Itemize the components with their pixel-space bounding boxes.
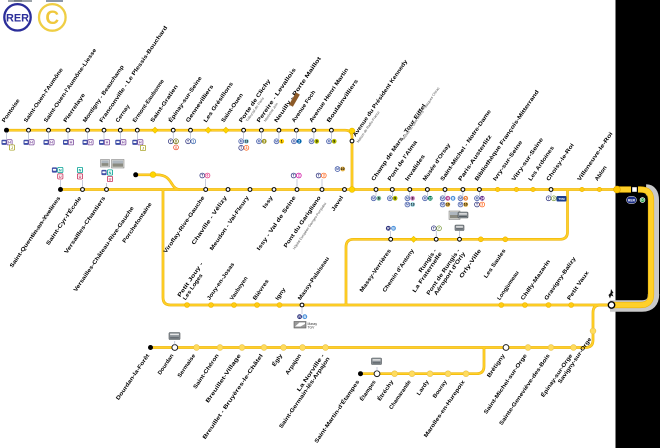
svg-text:M: M [459,197,462,201]
svg-text:M: M [424,197,427,201]
svg-text:13: 13 [245,140,249,144]
svg-text:R: R [298,315,301,319]
svg-text:M: M [476,197,479,201]
svg-text:M: M [310,140,313,144]
svg-text:M: M [293,140,296,144]
svg-text:T: T [433,227,436,231]
svg-text:9: 9 [333,140,335,144]
svg-text:RER: RER [628,199,636,203]
svg-text:5: 5 [465,197,467,201]
svg-text:11: 11 [174,146,177,150]
svg-text:M: M [459,203,462,207]
svg-text:H: H [8,141,11,145]
svg-text:B: B [452,197,455,201]
svg-text:T: T [548,197,551,201]
svg-text:9: 9 [394,197,396,201]
svg-text:8: 8 [175,140,177,144]
svg-text:H: H [139,141,142,145]
svg-text:N: N [79,168,82,172]
svg-text:J: J [11,146,13,150]
svg-text:H: H [89,141,92,145]
svg-text:M: M [258,140,261,144]
svg-text:1: 1 [192,140,194,144]
svg-text:12: 12 [428,197,432,201]
svg-text:2: 2 [298,140,300,144]
svg-text:N: N [59,168,62,172]
svg-text:T: T [293,174,296,178]
svg-text:U: U [109,177,112,181]
svg-text:M: M [275,140,278,144]
svg-text:U: U [79,175,82,179]
svg-text:10: 10 [464,203,468,207]
svg-text:D: D [641,198,644,202]
svg-text:M: M [441,197,444,201]
svg-text:M: M [388,197,391,201]
svg-text:M: M [441,203,444,207]
svg-text:6: 6 [378,197,380,201]
svg-text:U: U [59,175,62,179]
svg-text:H: H [50,141,53,145]
svg-text:B: B [392,227,395,231]
svg-text:TGV: TGV [308,326,316,330]
svg-text:TVM: TVM [558,197,565,201]
svg-text:T: T [476,203,479,207]
svg-text:M: M [240,140,243,144]
svg-text:H: H [30,141,33,145]
svg-text:M: M [336,167,339,171]
svg-text:1: 1 [281,140,283,144]
svg-text:4: 4 [447,197,449,201]
svg-text:H: H [70,141,73,145]
svg-text:M: M [328,140,331,144]
svg-text:3: 3 [263,140,265,144]
svg-text:J: J [142,146,144,150]
svg-text:3: 3 [323,174,325,178]
svg-text:H: H [106,141,109,145]
svg-text:3: 3 [245,146,247,150]
svg-text:13: 13 [411,203,415,207]
svg-text:T: T [240,146,243,150]
svg-text:B: B [304,315,307,319]
svg-text:T: T [201,174,204,178]
svg-text:M: M [372,197,375,201]
svg-text:14: 14 [480,197,484,201]
svg-text:2: 2 [298,174,300,178]
svg-text:T: T [170,140,173,144]
svg-text:M: M [406,197,409,201]
svg-text:RER: RER [6,12,29,24]
svg-text:3: 3 [481,203,483,207]
svg-text:N: N [109,171,112,175]
svg-text:6: 6 [207,174,209,178]
svg-text:M: M [406,203,409,207]
svg-text:9: 9 [316,140,318,144]
svg-text:7: 7 [438,227,440,231]
svg-text:C: C [45,8,59,29]
svg-text:R: R [387,227,390,231]
svg-text:T: T [187,140,190,144]
svg-text:9: 9 [553,197,555,201]
svg-text:10: 10 [341,167,345,171]
svg-text:10: 10 [446,203,450,207]
svg-text:8: 8 [412,197,414,201]
svg-text:Massy: Massy [308,322,318,326]
svg-text:H: H [122,141,125,145]
svg-text:T: T [318,174,321,178]
